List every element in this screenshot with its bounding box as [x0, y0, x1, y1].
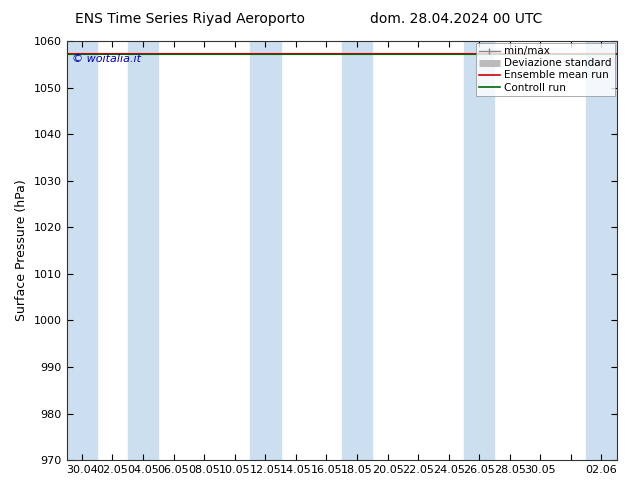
Text: ENS Time Series Riyad Aeroporto: ENS Time Series Riyad Aeroporto — [75, 12, 305, 26]
Bar — [586, 41, 617, 460]
Bar — [127, 41, 158, 460]
Bar — [464, 41, 495, 460]
Text: dom. 28.04.2024 00 UTC: dom. 28.04.2024 00 UTC — [370, 12, 543, 26]
Bar — [250, 41, 280, 460]
Legend: min/max, Deviazione standard, Ensemble mean run, Controll run: min/max, Deviazione standard, Ensemble m… — [476, 43, 615, 96]
Text: © woitalia.it: © woitalia.it — [72, 53, 141, 64]
Y-axis label: Surface Pressure (hPa): Surface Pressure (hPa) — [15, 180, 28, 321]
Bar — [342, 41, 372, 460]
Bar — [67, 41, 97, 460]
